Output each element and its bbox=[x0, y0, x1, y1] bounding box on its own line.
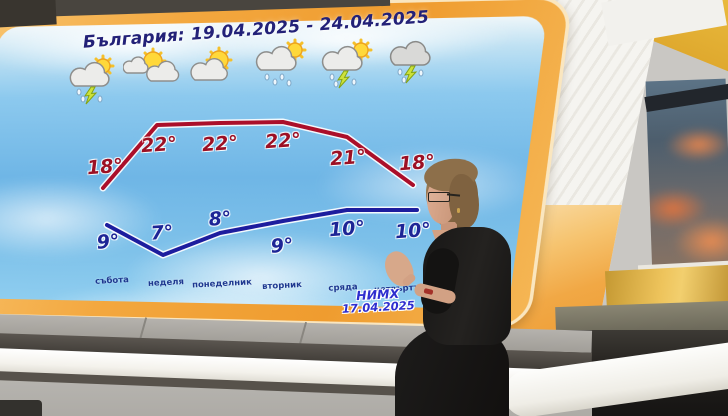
tile-seam bbox=[298, 321, 308, 346]
presenter-glasses bbox=[428, 192, 450, 202]
presenter-hair-side bbox=[449, 174, 479, 228]
presenter-earring bbox=[457, 208, 460, 213]
studio-top-left-corner bbox=[0, 0, 57, 28]
sky-cloud bbox=[0, 177, 166, 261]
sunset-cloud bbox=[665, 126, 728, 163]
floor-dark-object bbox=[0, 400, 42, 416]
